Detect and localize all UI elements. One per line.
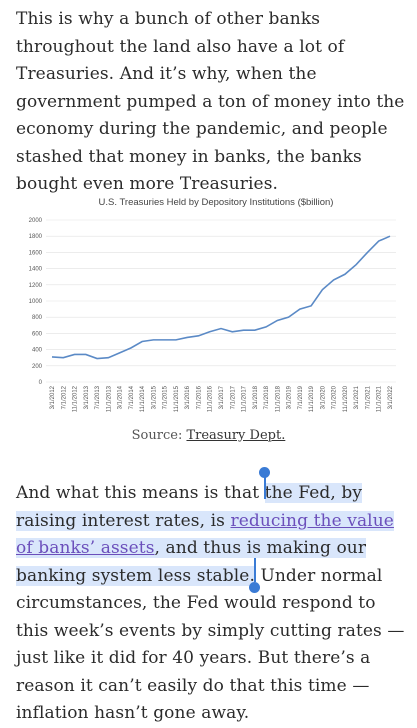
x-tick-label: 11/1/2018: [275, 385, 281, 412]
x-tick-label: 3/1/2014: [118, 385, 124, 409]
x-tick-label: 11/1/2021: [377, 385, 383, 412]
x-tick-label: 11/1/2017: [242, 385, 248, 412]
y-tick-label: 400: [32, 348, 43, 354]
y-tick-label: 1400: [29, 267, 43, 273]
selected-text-part1: the Fed, by raising interest rates, is: [16, 483, 363, 531]
selected-text-part2: , and thus is making our banking system …: [16, 538, 367, 586]
article-paragraph-1: This is why a bunch of other banks throu…: [16, 9, 405, 194]
y-tick-label: 0: [39, 380, 43, 386]
article-paragraph-2: And what this means is that the Fed, by …: [16, 467, 406, 728]
x-tick-label: 3/1/2022: [388, 385, 394, 409]
y-tick-label: 800: [32, 315, 43, 321]
x-tick-label: 7/1/2019: [298, 385, 304, 409]
x-tick-label: 7/1/2020: [332, 385, 338, 409]
x-tick-label: 7/1/2018: [264, 385, 270, 409]
x-tick-label: 3/1/2013: [84, 385, 90, 409]
p2-text-start: And what this means is that: [16, 483, 265, 503]
y-tick-label: 1800: [29, 234, 43, 240]
x-tick-label: 3/1/2012: [50, 385, 56, 409]
treasuries-chart: U.S. Treasuries Held by Depository Insti…: [16, 192, 404, 420]
y-tick-label: 1600: [29, 250, 43, 256]
x-tick-label: 7/1/2017: [230, 385, 236, 409]
chart-source: Source: Treasury Dept.: [0, 428, 417, 443]
x-tick-label: 7/1/2014: [129, 385, 135, 409]
x-tick-label: 7/1/2016: [196, 385, 202, 409]
x-tick-label: 11/1/2019: [309, 385, 315, 412]
selected-period: .: [249, 565, 255, 586]
x-tick-label: 11/1/2020: [343, 385, 349, 412]
x-tick-label: 11/1/2015: [174, 385, 180, 412]
y-tick-label: 200: [32, 364, 43, 370]
x-tick-label: 7/1/2013: [95, 385, 101, 409]
x-tick-label: 7/1/2015: [163, 385, 169, 409]
x-tick-label: 7/1/2012: [61, 385, 67, 409]
y-tick-label: 1000: [29, 299, 43, 305]
x-tick-label: 11/1/2013: [106, 385, 112, 412]
x-tick-label: 3/1/2020: [320, 385, 326, 409]
x-tick-label: 3/1/2021: [354, 385, 360, 409]
x-tick-label: 3/1/2018: [253, 385, 259, 409]
series-line: [51, 235, 391, 360]
x-tick-label: 3/1/2019: [287, 385, 293, 409]
x-tick-label: 11/1/2014: [140, 385, 146, 412]
chart-svg: U.S. Treasuries Held by Depository Insti…: [29, 197, 396, 412]
x-tick-label: 11/1/2016: [208, 385, 214, 412]
source-prefix: Source:: [131, 428, 187, 443]
x-tick-label: 11/1/2012: [73, 385, 79, 412]
x-tick-label: 3/1/2017: [219, 385, 225, 409]
x-tick-label: 7/1/2021: [365, 385, 371, 409]
y-tick-label: 600: [32, 331, 43, 337]
source-link[interactable]: Treasury Dept.: [186, 428, 286, 443]
y-tick-label: 2000: [29, 218, 43, 224]
chart-title: U.S. Treasuries Held by Depository Insti…: [99, 197, 334, 208]
p2-text-end: Under normal circumstances, the Fed woul…: [16, 565, 405, 724]
x-tick-label: 3/1/2015: [151, 385, 157, 409]
x-tick-label: 3/1/2016: [185, 385, 191, 409]
y-tick-label: 1200: [29, 283, 43, 289]
